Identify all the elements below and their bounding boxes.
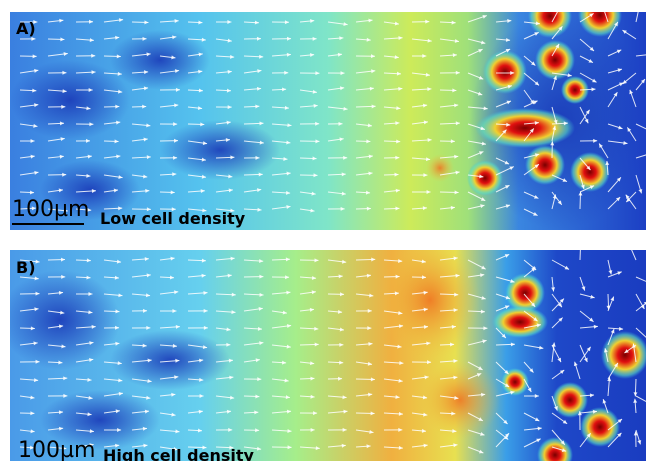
- page: A) 100µm Low cell density B) 100µm High …: [0, 0, 646, 461]
- panel-caption: High cell density: [103, 446, 255, 461]
- figure: A) 100µm Low cell density B) 100µm High …: [0, 0, 646, 461]
- heatmap-b: [0, 240, 646, 461]
- panel-label: B): [16, 258, 36, 277]
- heatmap-a: [10, 0, 646, 230]
- scale-bar-label: 100µm: [12, 197, 89, 222]
- panel-label: A): [16, 19, 36, 38]
- arrow-head: [637, 3, 641, 7]
- scale-bar-label: 100µm: [18, 438, 95, 461]
- panel-caption: Low cell density: [100, 209, 246, 228]
- arrow-head: [578, 245, 582, 249]
- arrow-head: [601, 3, 605, 7]
